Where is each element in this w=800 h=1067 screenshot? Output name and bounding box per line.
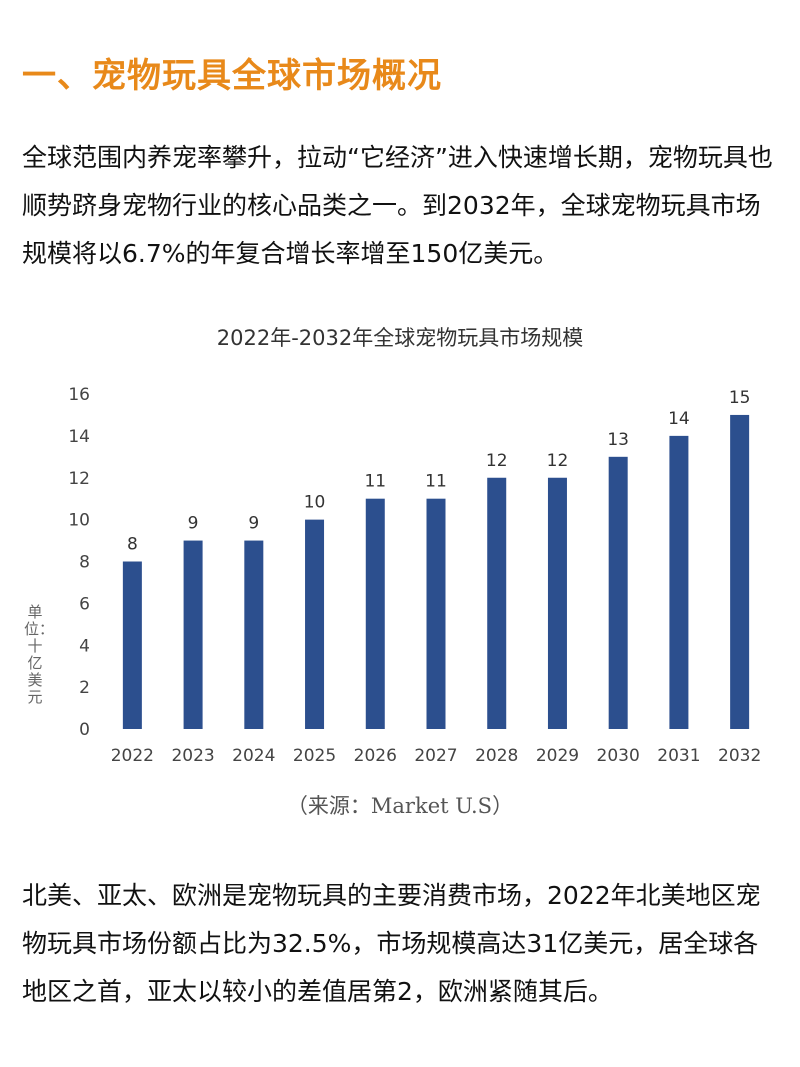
y-tick-label: 16 — [68, 385, 90, 405]
y-tick-label: 0 — [79, 720, 90, 740]
y-tick-label: 6 — [79, 594, 90, 614]
data-label-2024: 9 — [248, 514, 259, 534]
bar-chart: 0 2 4 6 8 10 12 14 16 8 2022 9 2023 9 2024 10 2025 11 2026… — [68, 385, 761, 766]
data-label-2022: 8 — [127, 535, 138, 555]
bar-2029 — [547, 477, 567, 729]
bar-2025 — [305, 519, 325, 729]
data-label-2027: 11 — [425, 472, 447, 492]
data-label-2023: 9 — [188, 514, 199, 534]
chart-title: 2022年-2032年全球宠物玩具市场规模 — [216, 326, 584, 350]
x-tick-label-2026: 2026 — [354, 746, 397, 766]
x-tick-label-2028: 2028 — [475, 746, 518, 766]
intro-paragraph: 全球范围内养宠率攀升，拉动“它经济”进入快速增长期，宠物玩具也顺势跻身宠物行业的… — [22, 143, 773, 268]
data-label-2032: 15 — [729, 388, 751, 408]
x-tick-label-2032: 2032 — [718, 746, 761, 766]
x-tick-label-2023: 2023 — [171, 746, 214, 766]
bar-2026 — [365, 498, 385, 729]
data-label-2031: 14 — [668, 409, 690, 429]
x-tick-label-2029: 2029 — [536, 746, 579, 766]
data-label-2025: 10 — [304, 493, 326, 513]
y-tick-label: 8 — [79, 553, 90, 573]
y-tick-label: 2 — [79, 678, 90, 698]
bar-2032 — [730, 414, 750, 729]
x-tick-label-2025: 2025 — [293, 746, 336, 766]
bar-2023 — [183, 540, 203, 729]
x-tick-label-2030: 2030 — [597, 746, 640, 766]
source-note: （来源：Market U.S） — [286, 794, 514, 818]
bar-2024 — [244, 540, 264, 729]
data-label-2030: 13 — [607, 430, 629, 450]
y-tick-label: 12 — [68, 469, 90, 489]
section-heading: 一、宠物玩具全球市场概况 — [22, 56, 442, 96]
x-tick-label-2022: 2022 — [111, 746, 154, 766]
x-tick-label-2027: 2027 — [414, 746, 457, 766]
data-label-2028: 12 — [486, 451, 508, 471]
data-label-2026: 11 — [364, 472, 386, 492]
bar-2030 — [608, 456, 628, 729]
bar-2027 — [426, 498, 446, 729]
y-tick-label: 4 — [79, 636, 90, 656]
market-paragraph: 北美、亚太、欧洲是宠物玩具的主要消费市场，2022年北美地区宠物玩具市场份额占比… — [22, 881, 761, 1006]
x-tick-label-2024: 2024 — [232, 746, 275, 766]
x-tick-label-2031: 2031 — [657, 746, 700, 766]
bar-2028 — [487, 477, 507, 729]
bar-2022 — [122, 561, 142, 729]
y-tick-label: 10 — [68, 511, 90, 531]
bar-2031 — [669, 435, 689, 729]
data-label-2029: 12 — [547, 451, 569, 471]
y-tick-label: 14 — [68, 427, 90, 447]
